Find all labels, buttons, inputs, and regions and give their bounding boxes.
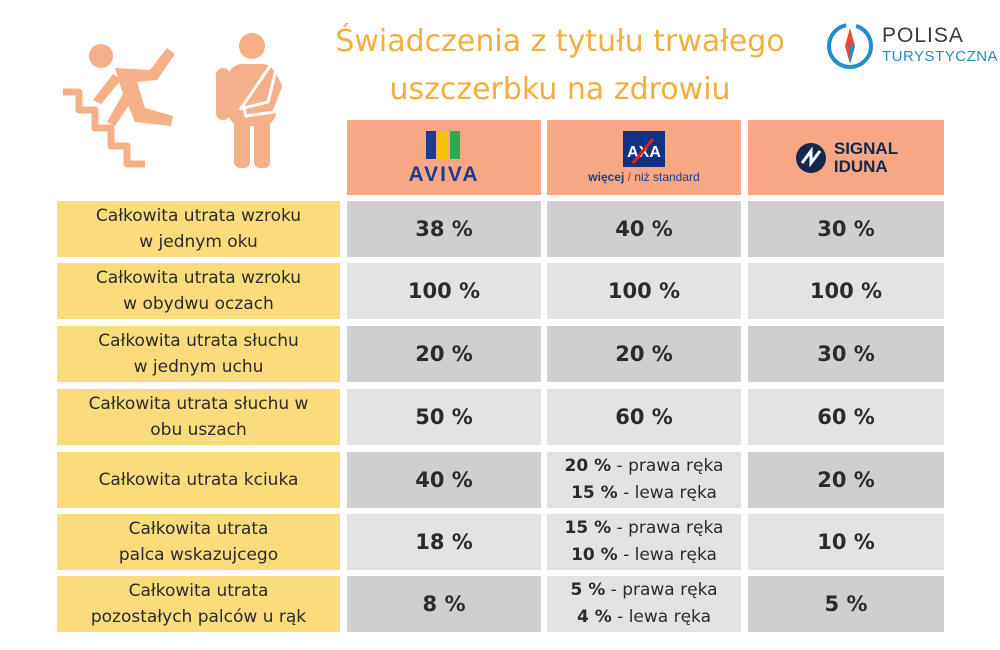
value-signal-iduna: 60 % bbox=[748, 389, 944, 445]
illustrations bbox=[55, 30, 305, 170]
row-label: Całkowita utrata pozostałych palców u rą… bbox=[57, 576, 340, 632]
signal-iduna-logo-icon bbox=[795, 142, 826, 173]
row-label: Całkowita utrata wzroku w jednym oku bbox=[57, 201, 340, 257]
value-signal-iduna: 5 % bbox=[748, 576, 944, 632]
value-aviva: 38 % bbox=[347, 201, 541, 257]
value-signal-iduna: 100 % bbox=[748, 263, 944, 319]
row-label: Całkowita utrata słuchu w obu uszach bbox=[57, 389, 340, 445]
value-aviva: 50 % bbox=[347, 389, 541, 445]
value-aviva: 8 % bbox=[347, 576, 541, 632]
value-axa: 60 % bbox=[547, 389, 741, 445]
value-axa: 20 % - prawa ręka 15 % - lewa ręka bbox=[547, 452, 741, 508]
brand-line-1: POLISA bbox=[882, 24, 964, 47]
arm-sling-icon bbox=[216, 33, 286, 168]
value-signal-iduna: 30 % bbox=[748, 201, 944, 257]
row-label: Całkowita utrata palca wskazujcego bbox=[57, 514, 340, 570]
value-axa: 100 % bbox=[547, 263, 741, 319]
value-signal-iduna: 10 % bbox=[748, 514, 944, 570]
value-aviva: 18 % bbox=[347, 514, 541, 570]
header-aviva: AVIVA bbox=[347, 120, 541, 195]
axa-tagline-rest: niż standard bbox=[634, 170, 700, 184]
signal-name-1: SIGNAL bbox=[833, 138, 899, 158]
value-axa: 40 % bbox=[547, 201, 741, 257]
value-aviva: 20 % bbox=[347, 326, 541, 382]
page-title: Świadczenia z tytułu trwałego uszczerbku… bbox=[310, 18, 810, 114]
brand-logo: POLISA TURYSTYCZNA bbox=[822, 18, 998, 74]
value-axa: 5 % - prawa ręka 4 % - lewa ręka bbox=[547, 576, 741, 632]
value-axa: 15 % - prawa ręka 10 % - lewa ręka bbox=[547, 514, 741, 570]
axa-logo-icon: AXA bbox=[622, 131, 665, 167]
header-signal-iduna: SIGNAL IDUNA bbox=[748, 120, 944, 195]
brand-line-2: TURYSTYCZNA bbox=[882, 48, 999, 65]
value-aviva: 100 % bbox=[347, 263, 541, 319]
header-axa: AXA więcej / niż standard bbox=[547, 120, 741, 195]
signal-name-2: IDUNA bbox=[833, 156, 888, 176]
value-signal-iduna: 30 % bbox=[748, 326, 944, 382]
value-aviva: 40 % bbox=[347, 452, 541, 508]
title-line-1: Świadczenia z tytułu trwałego bbox=[335, 24, 785, 59]
aviva-name: AVIVA bbox=[408, 162, 480, 186]
row-label: Całkowita utrata kciuka bbox=[57, 452, 340, 508]
compass-icon bbox=[827, 23, 873, 69]
axa-tagline: więcej / niż standard bbox=[588, 170, 700, 184]
axa-tagline-bold: więcej bbox=[588, 170, 625, 184]
aviva-logo-icon bbox=[426, 130, 460, 159]
value-axa: 20 % bbox=[547, 326, 741, 382]
svg-text:AXA: AXA bbox=[627, 144, 661, 161]
row-label: Całkowita utrata wzroku w obydwu oczach bbox=[57, 263, 340, 319]
value-signal-iduna: 20 % bbox=[748, 452, 944, 508]
row-label: Całkowita utrata słuchu w jednym uchu bbox=[57, 326, 340, 382]
falling-down-stairs-icon bbox=[63, 44, 175, 168]
title-line-2: uszczerbku na zdrowiu bbox=[389, 72, 731, 107]
